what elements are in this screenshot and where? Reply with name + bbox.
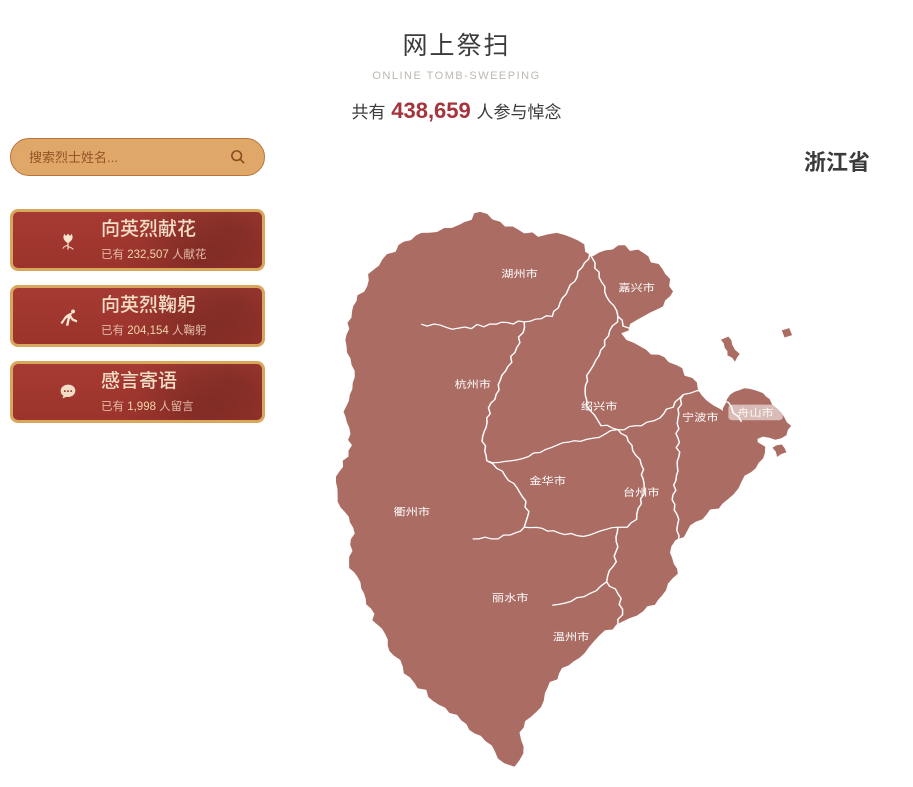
svg-text:宁波市: 宁波市: [682, 411, 718, 424]
svg-text:湖州市: 湖州市: [501, 267, 537, 280]
svg-text:杭州市: 杭州市: [454, 378, 490, 391]
svg-text:丽水市: 丽水市: [492, 591, 528, 604]
svg-text:台州市: 台州市: [623, 486, 659, 499]
svg-text:金华市: 金华市: [529, 474, 565, 487]
svg-text:舟山市: 舟山市: [737, 406, 773, 419]
svg-text:嘉兴市: 嘉兴市: [618, 281, 654, 294]
svg-text:衢州市: 衢州市: [394, 506, 430, 519]
svg-text:绍兴市: 绍兴市: [581, 400, 617, 413]
svg-text:温州市: 温州市: [553, 630, 589, 643]
